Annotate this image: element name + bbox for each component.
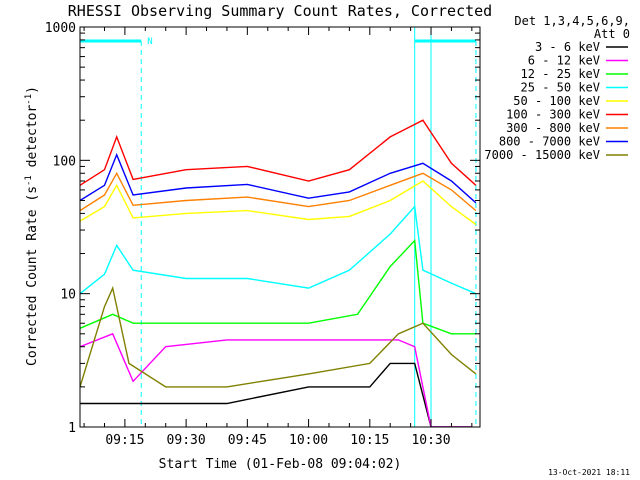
- y-tick-label-0: 1: [68, 421, 76, 436]
- y-axis-label-suffix: ): [25, 86, 40, 94]
- series-line-7: [80, 152, 477, 204]
- legend-label-0: 3 - 6 keV: [535, 40, 600, 54]
- x-tick-label-4: 10:15: [350, 433, 389, 448]
- x-tick-label-2: 09:45: [228, 433, 267, 448]
- legend-header-detectors: Det 1,3,4,5,6,9,: [514, 14, 630, 28]
- legend-label-8: 7000 - 15000 keV: [484, 148, 600, 162]
- y-axis: 1 10 100 1000: [45, 21, 480, 436]
- series-line-8: [80, 285, 477, 388]
- legend-header-attenuator: Att 0: [594, 27, 630, 41]
- x-axis-label: Start Time (01-Feb-08 09:04:02): [159, 457, 402, 472]
- legend-label-4: 50 - 100 keV: [513, 94, 600, 108]
- plot-area: N: [80, 27, 477, 427]
- y-axis-label-mid: detector: [25, 105, 40, 176]
- y-tick-label-3: 1000: [45, 21, 76, 36]
- y-tick-label-2: 100: [53, 154, 76, 169]
- night-marker-label: N: [147, 37, 152, 47]
- series-line-4: [80, 180, 477, 226]
- series-group: N: [80, 27, 477, 427]
- series-line-1: [80, 332, 472, 427]
- series-line-6: [80, 171, 477, 212]
- chart-title: RHESSI Observing Summary Count Rates, Co…: [68, 2, 492, 20]
- plot-frame: [79, 26, 481, 428]
- y-axis-label: Corrected Count Rate (s-1 detector-1): [24, 86, 40, 366]
- series-line-2: [80, 239, 476, 335]
- legend-label-2: 12 - 25 keV: [521, 67, 600, 81]
- x-tick-label-3: 10:00: [289, 433, 328, 448]
- legend-label-5: 100 - 300 keV: [506, 108, 600, 122]
- series-line-3: [80, 204, 477, 295]
- timestamp: 13-Oct-2021 18:11: [548, 468, 630, 477]
- series-line-5: [80, 119, 477, 186]
- legend-label-1: 6 - 12 keV: [528, 54, 600, 68]
- x-tick-label-1: 09:30: [167, 433, 206, 448]
- y-axis-label-sup-2: -1: [24, 94, 34, 105]
- y-axis-label-prefix: Corrected Count Rate (s: [25, 186, 40, 366]
- legend-label-6: 300 - 800 keV: [506, 121, 600, 135]
- x-tick-label-5: 10:30: [411, 433, 450, 448]
- legend-label-3: 25 - 50 keV: [521, 81, 600, 95]
- x-axis: 09:15 09:30 09:45 10:00 10:15 10:30: [83, 27, 473, 448]
- series-line-0: [80, 362, 472, 427]
- legend-label-7: 800 - 7000 keV: [499, 135, 600, 149]
- y-tick-label-1: 10: [60, 288, 76, 303]
- x-tick-label-0: 09:15: [105, 433, 144, 448]
- y-axis-label-sup-1: -1: [24, 175, 34, 186]
